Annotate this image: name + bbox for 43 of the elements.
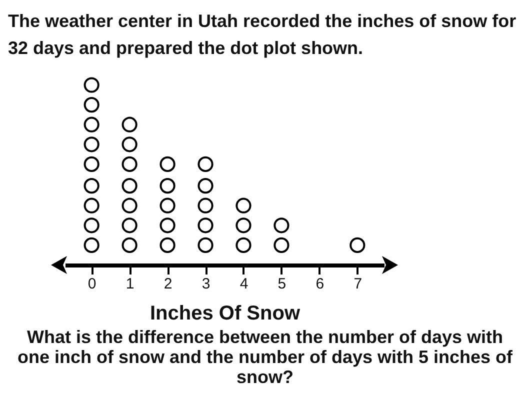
point	[84, 97, 100, 113]
point	[84, 178, 100, 194]
point	[122, 198, 138, 214]
point	[198, 237, 214, 253]
point	[160, 156, 176, 172]
point	[198, 198, 214, 214]
x-tick-label: 3	[202, 276, 210, 292]
point	[122, 237, 138, 253]
point	[236, 237, 252, 253]
x-tick-label: 0	[88, 276, 96, 292]
point	[236, 198, 252, 214]
point	[122, 136, 138, 152]
point	[84, 116, 100, 132]
x-tick-label: 1	[126, 276, 134, 292]
point	[160, 198, 176, 214]
point	[274, 218, 290, 234]
chart-title: The weather center in Utah recorded the inches of snow for 32 days and prepared the dot plot shown.	[8, 10, 518, 60]
point	[122, 218, 138, 234]
point	[160, 178, 176, 194]
x-tick-label: 6	[316, 276, 324, 292]
point	[274, 237, 290, 253]
point	[198, 218, 214, 234]
point	[160, 218, 176, 234]
point	[84, 156, 100, 172]
point	[84, 77, 100, 93]
point	[84, 218, 100, 234]
point	[198, 156, 214, 172]
x-tick-label: 4	[240, 276, 248, 292]
point	[84, 198, 100, 214]
point	[198, 178, 214, 194]
point	[160, 237, 176, 253]
point	[84, 237, 100, 253]
point	[350, 237, 366, 253]
point	[84, 136, 100, 152]
x-tick-label: 5	[278, 276, 286, 292]
x-tick-label: 7	[354, 276, 362, 292]
point	[122, 116, 138, 132]
text: What is the difference between the number of days with one inch of snow and the number of days with 5 inches of snow?	[16, 327, 514, 387]
point	[122, 156, 138, 172]
x-tick-label: 2	[164, 276, 172, 292]
point	[236, 218, 252, 234]
x-axis-title: Inches Of Snow	[150, 302, 300, 324]
point	[122, 178, 138, 194]
